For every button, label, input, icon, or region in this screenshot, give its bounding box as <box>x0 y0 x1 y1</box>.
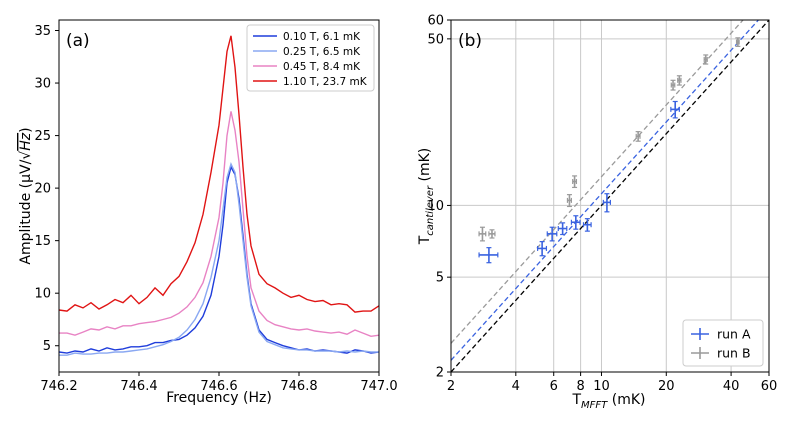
y-tick-label: 10 <box>427 199 444 214</box>
x-tick-label: 2 <box>447 379 455 394</box>
legend-label-4: 1.10 T, 23.7 mK <box>283 76 368 88</box>
panel-a-legend: 0.10 T, 6.1 mK 0.25 T, 6.5 mK 0.45 T, 8.4 … <box>246 24 375 92</box>
ylabel-radicand: Hz <box>18 132 34 151</box>
reference-line-2 <box>450 19 759 361</box>
x-tick-label: 20 <box>658 379 675 394</box>
panel-a-series-lines <box>58 35 380 356</box>
xlabel-unit: (mK) <box>607 392 645 408</box>
x-tick-label: 746.8 <box>280 379 317 394</box>
legend-label-1: run A <box>717 327 751 342</box>
x-tick-label: 10 <box>593 379 610 394</box>
y-tick-label: 10 <box>34 287 51 302</box>
x-tick-label: 40 <box>723 379 740 394</box>
y-tick-label: 35 <box>34 24 51 39</box>
panel-a-x-ticks: 746.2 746.4 746.6 746.8 747.0 <box>40 372 398 394</box>
series-line-3 <box>59 111 380 338</box>
ylabel-unit: (mK) <box>417 148 433 186</box>
y-tick-label: 5 <box>436 271 444 286</box>
panel-b-label: (b) <box>458 31 482 51</box>
y-tick-label: 20 <box>34 182 51 197</box>
x-tick-label: 747.0 <box>360 379 397 394</box>
panel-b-reference-lines <box>450 19 770 373</box>
y-tick-label: 5 <box>43 339 51 354</box>
y-tick-label: 2 <box>436 366 444 381</box>
panel-a-y-axis-label: Amplitude (µV/√Hz) <box>18 127 34 264</box>
x-tick-label: 746.6 <box>200 379 237 394</box>
series-line-4 <box>58 35 380 313</box>
x-tick-label: 746.4 <box>120 379 157 394</box>
panel-a-y-ticks: 5 10 15 20 25 30 35 <box>34 24 59 354</box>
legend-label-2: run B <box>717 346 751 361</box>
panel-b-x-axis-label: TMFFT (mK) <box>571 392 645 411</box>
legend-label-2: 0.25 T, 6.5 mK <box>283 46 361 58</box>
ylabel-sub: cantilever <box>425 185 436 236</box>
legend-label-1: 0.10 T, 6.1 mK <box>283 31 361 43</box>
panel-a-y-axis-label-group: Amplitude (µV/√Hz) <box>18 127 34 264</box>
y-tick-label: 15 <box>34 234 51 249</box>
ylabel-main: T <box>417 235 433 245</box>
panel-a-x-axis-label: Frequency (Hz) <box>166 390 272 406</box>
panel-b-x-ticks: 2 4 6 8 10 20 40 60 <box>447 372 777 394</box>
panel-b-legend-box <box>682 319 764 367</box>
y-tick-label: 30 <box>34 77 51 92</box>
panel-b-legend: run A run B <box>682 319 764 367</box>
x-tick-label: 6 <box>550 379 558 394</box>
ylabel-prefix: Amplitude (µV/ <box>18 159 34 264</box>
panel-a-chart: 746.2 746.4 746.6 746.8 747.0 5101520253035 … <box>18 19 398 406</box>
series-line-2 <box>59 162 379 356</box>
ylabel-root-sign: √ <box>18 151 34 160</box>
x-tick-label: 60 <box>761 379 778 394</box>
legend-label-3: 0.45 T, 8.4 mK <box>283 61 361 73</box>
ylabel-suffix: ) <box>18 127 34 132</box>
xlabel-sub: MFFT <box>581 400 608 411</box>
x-tick-label: 746.2 <box>40 379 77 394</box>
panel-b-y-axis-label: Tcantilever (mK) <box>417 148 436 246</box>
panel-b-y-ticks: 2 5 10 50 60 <box>427 14 451 381</box>
xlabel-main: T <box>571 392 581 408</box>
y-tick-label: 25 <box>34 129 51 144</box>
reference-line-1 <box>450 19 770 373</box>
y-tick-label: 60 <box>427 14 444 29</box>
x-tick-label: 4 <box>512 379 520 394</box>
x-tick-label: 8 <box>576 379 584 394</box>
panel-b-data-points <box>478 37 741 264</box>
panel-a-label: (a) <box>66 31 90 51</box>
panel-a-legend-box <box>246 24 375 92</box>
panel-b-y-axis-label-group: Tcantilever (mK) <box>417 148 436 246</box>
reference-line-3 <box>450 19 744 344</box>
panel-b-frame <box>450 19 770 373</box>
y-tick-label: 50 <box>427 32 444 47</box>
